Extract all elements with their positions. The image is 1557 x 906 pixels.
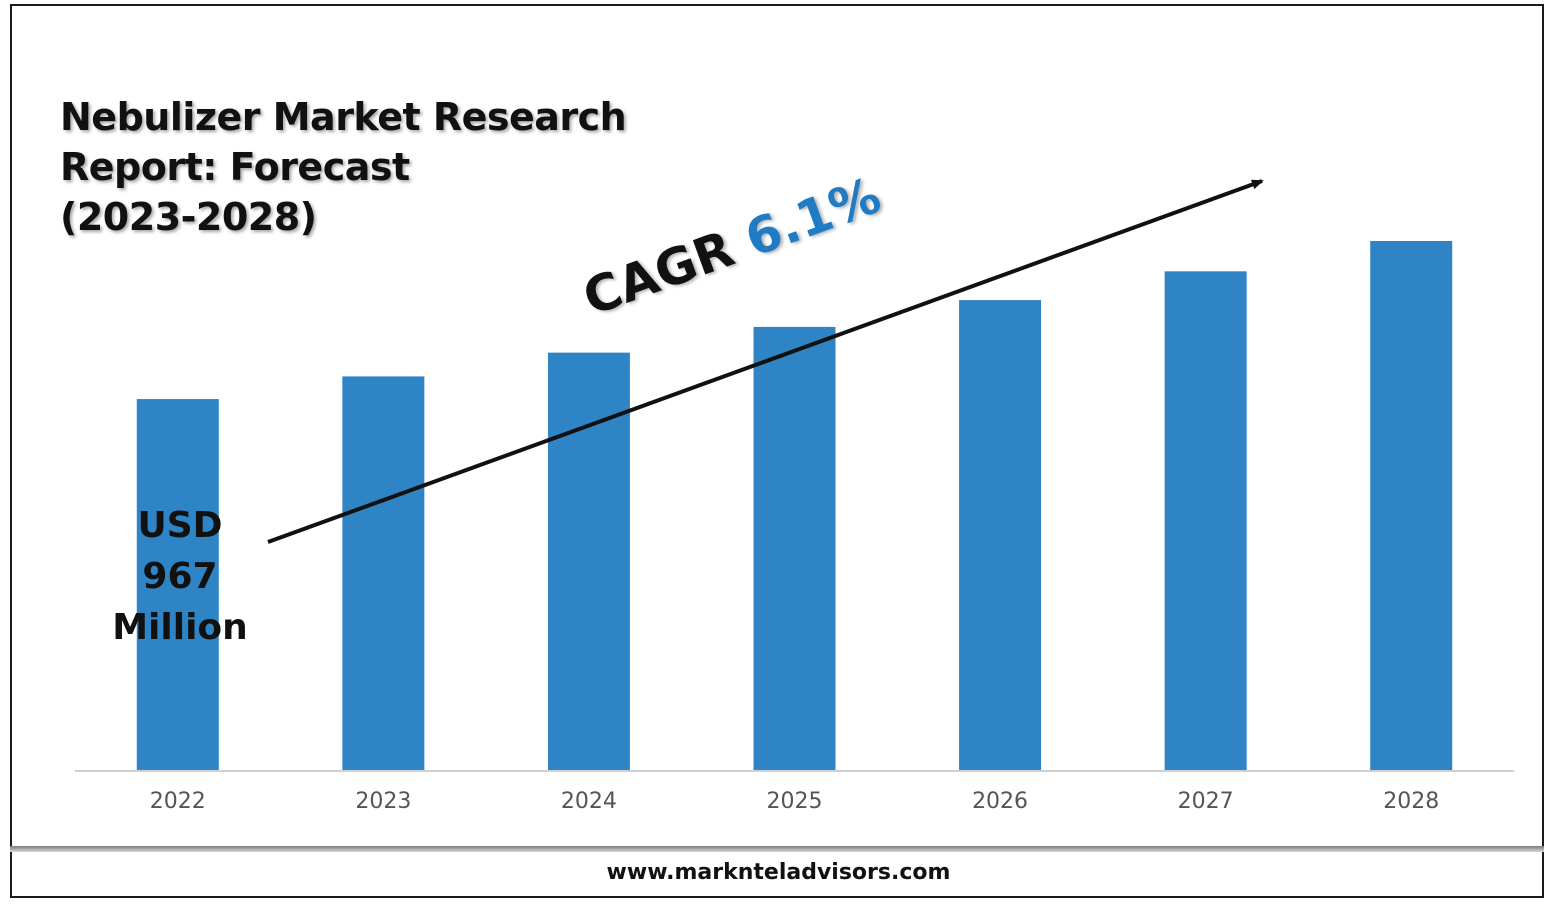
x-tick-labels: 2022 2023 2024 2025 2026 2027 2028: [150, 789, 1439, 814]
x-tick-label: 2025: [767, 789, 823, 814]
x-tick-label: 2027: [1178, 789, 1234, 814]
bar-2026: [959, 300, 1042, 770]
x-tick-label: 2028: [1383, 789, 1439, 814]
title-line: Nebulizer Market Research: [60, 95, 627, 139]
growth-arrow: [267, 179, 1264, 544]
bar-2023: [342, 376, 425, 770]
x-tick-label: 2022: [150, 789, 206, 814]
bar-2028: [1370, 241, 1453, 770]
x-tick-label: 2023: [355, 789, 411, 814]
bar-2027: [1164, 271, 1247, 770]
start-value-line: Million: [112, 607, 248, 648]
x-tick-label: 2024: [561, 789, 617, 814]
title-line: (2023-2028): [60, 195, 317, 239]
start-value-line: 967: [142, 556, 218, 597]
bars-group: [136, 241, 1453, 770]
title-line: Report: Forecast: [60, 145, 410, 189]
x-tick-label: 2026: [972, 789, 1028, 814]
bar-2024: [547, 352, 630, 770]
footer-website-link[interactable]: www.marknteladvisors.com: [606, 860, 951, 885]
footer-divider: [10, 846, 1544, 852]
bar-2022: [136, 399, 219, 770]
bar-2025: [753, 326, 836, 770]
chart-title: Nebulizer Market Research Report: Foreca…: [60, 92, 680, 242]
start-value-annotation: USD 967 Million: [100, 500, 260, 653]
start-value-line: USD: [137, 505, 223, 546]
